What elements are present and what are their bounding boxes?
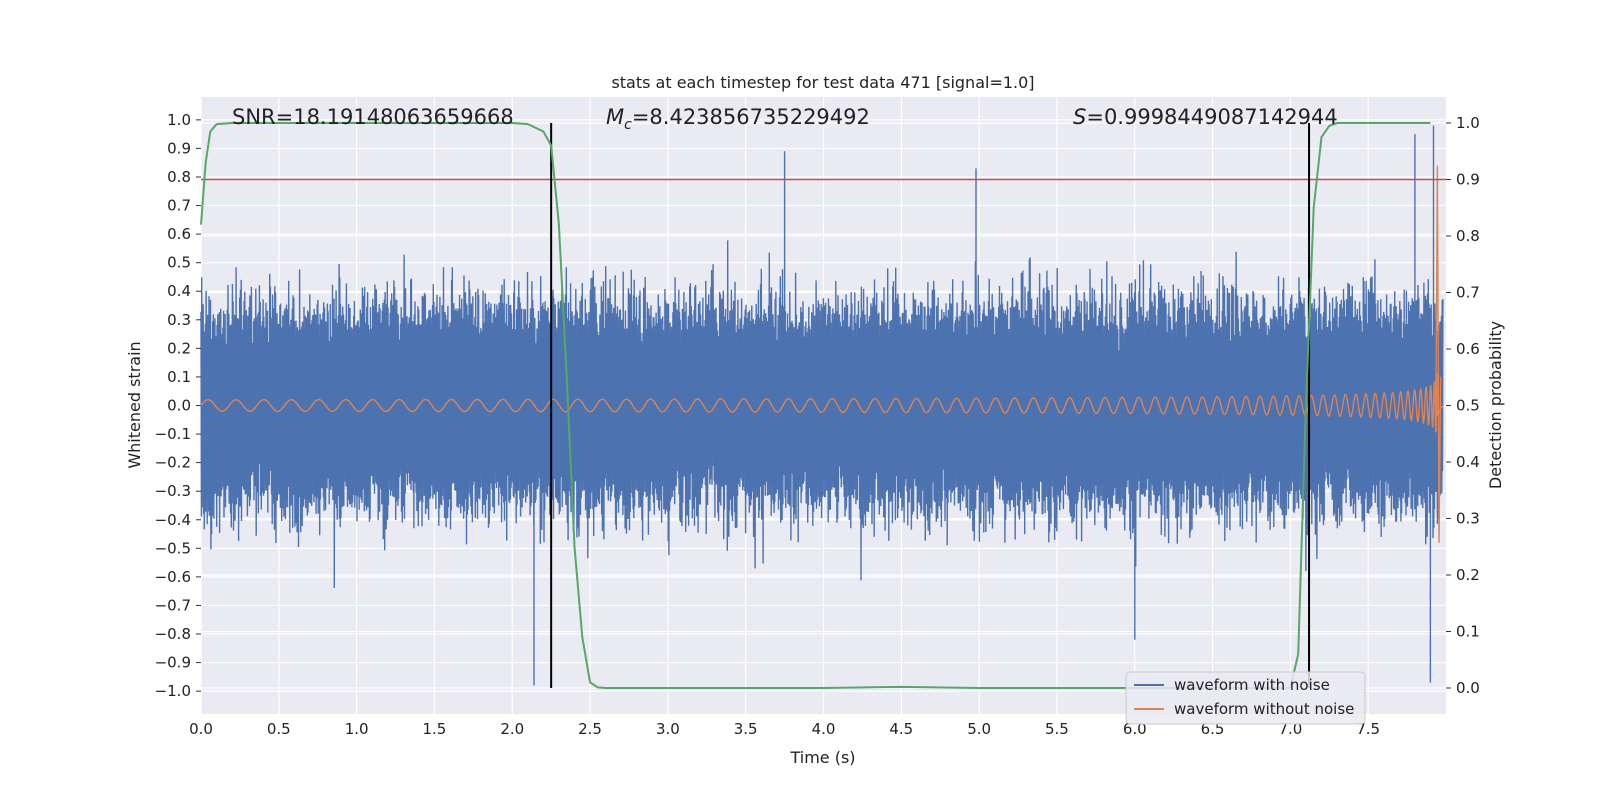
legend: waveform with noise waveform without noi…: [1125, 671, 1366, 725]
y-left-tick-label: 0.8: [167, 168, 191, 186]
y-left-tick-label: 0.9: [167, 139, 191, 157]
x-tick-label: 4.5: [889, 720, 913, 738]
waveform-with-noise-line: [200, 125, 1444, 686]
y-left-tick-label: −0.7: [155, 596, 191, 614]
legend-box: [1125, 671, 1366, 725]
x-tick-label: 0.0: [189, 720, 213, 738]
x-tick-label: 5.5: [1045, 720, 1069, 738]
x-tick-label: 3.0: [656, 720, 680, 738]
legend-label-noise: waveform with noise: [1174, 676, 1330, 694]
y-left-tick-label: −0.5: [155, 539, 191, 557]
x-tick-label: 1.5: [423, 720, 447, 738]
y-left-tick-label: 1.0: [167, 111, 191, 129]
y-right-tick-label: 0.3: [1456, 510, 1480, 528]
y-right-tick-label: 0.5: [1456, 397, 1480, 415]
x-tick-label: 2.5: [578, 720, 602, 738]
chart-title: stats at each timestep for test data 471…: [611, 73, 1034, 92]
y-left-tick-label: 0.7: [167, 197, 191, 215]
y-left-tick-label: −0.4: [155, 511, 191, 529]
y-left-tick-label: 0.0: [167, 397, 191, 415]
y-left-tick-label: 0.4: [167, 282, 191, 300]
y-right-tick-label: 0.7: [1456, 283, 1480, 301]
y-left-tick-label: 0.2: [167, 339, 191, 357]
detection-probability-line: [200, 122, 1431, 689]
y-right-tick-label: 0.8: [1456, 227, 1480, 245]
y-left-tick-label: −0.6: [155, 568, 191, 586]
chirp-mass-subscript: c: [624, 117, 632, 133]
y-left-tick-label: 0.3: [167, 311, 191, 329]
x-tick-label: 1.0: [345, 720, 369, 738]
y-axis-left-label: Whitened strain: [125, 341, 144, 468]
y-axis-right-label: Detection probability: [1486, 321, 1505, 489]
y-right-tick-label: 0.4: [1456, 453, 1480, 471]
y-left-tick-label: −0.9: [155, 654, 191, 672]
x-axis-label: Time (s): [789, 748, 855, 767]
x-tick-label: 5.0: [967, 720, 991, 738]
y-right-tick-label: 0.6: [1456, 340, 1480, 358]
y-left-tick-label: −0.2: [155, 454, 191, 472]
legend-label-clean: waveform without noise: [1174, 700, 1354, 718]
y-left-tick-label: −0.8: [155, 625, 191, 643]
x-tick-label: 3.5: [734, 720, 758, 738]
s-value: =0.9998449087142944: [1086, 105, 1337, 129]
y-left-tick-label: 0.5: [167, 254, 191, 272]
y-right-tick-label: 0.1: [1456, 623, 1480, 641]
chirp-mass-annotation: Mc=8.423856735229492: [606, 105, 870, 133]
y-right-tick-label: 0.9: [1456, 170, 1480, 188]
chirp-mass-value: =8.423856735229492: [632, 105, 870, 129]
y-left-tick-label: −0.3: [155, 482, 191, 500]
y-left-tick-label: −0.1: [155, 425, 191, 443]
overlay-layer: [200, 122, 1446, 689]
y-left-tick-label: −1.0: [155, 682, 191, 700]
y-left-tick-label: 0.1: [167, 368, 191, 386]
x-tick-label: 4.0: [812, 720, 836, 738]
y-right-tick-label: 0.2: [1456, 566, 1480, 584]
chirp-mass-symbol: M: [606, 105, 624, 129]
s-symbol: S: [1073, 105, 1086, 129]
x-tick-label: 2.0: [500, 720, 524, 738]
s-annotation: S=0.9998449087142944: [1073, 105, 1338, 129]
x-tick-label: 7.5: [1356, 720, 1380, 738]
snr-annotation: SNR=18.19148063659668: [232, 105, 514, 129]
x-tick-label: 0.5: [267, 720, 291, 738]
y-left-tick-label: 0.6: [167, 225, 191, 243]
y-right-tick-label: 1.0: [1456, 114, 1480, 132]
waveform-without-noise-line: [200, 165, 1444, 543]
y-right-tick-label: 0.0: [1456, 679, 1480, 697]
series-layer: [200, 125, 1444, 686]
